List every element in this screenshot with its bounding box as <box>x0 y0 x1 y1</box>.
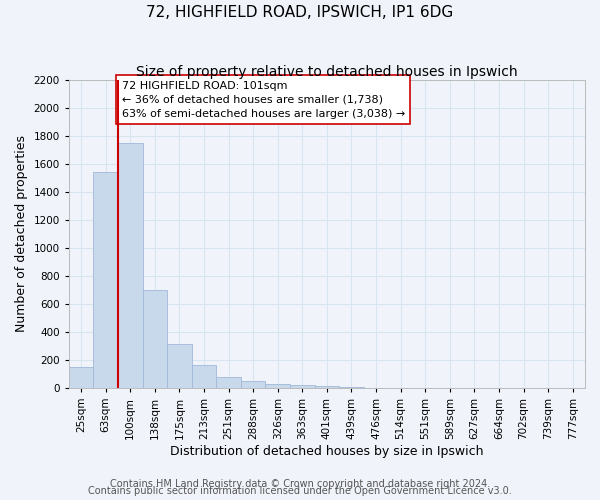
Bar <box>314 386 339 388</box>
Bar <box>241 382 265 388</box>
X-axis label: Distribution of detached houses by size in Ipswich: Distribution of detached houses by size … <box>170 444 484 458</box>
Y-axis label: Number of detached properties: Number of detached properties <box>15 136 28 332</box>
Bar <box>217 376 241 388</box>
Bar <box>69 367 94 388</box>
Text: 72, HIGHFIELD ROAD, IPSWICH, IP1 6DG: 72, HIGHFIELD ROAD, IPSWICH, IP1 6DG <box>146 5 454 20</box>
Bar <box>290 385 314 388</box>
Text: 72 HIGHFIELD ROAD: 101sqm
← 36% of detached houses are smaller (1,738)
63% of se: 72 HIGHFIELD ROAD: 101sqm ← 36% of detac… <box>122 81 405 119</box>
Bar <box>94 172 118 388</box>
Bar <box>143 290 167 388</box>
Bar <box>265 384 290 388</box>
Bar <box>192 366 217 388</box>
Bar <box>167 344 192 388</box>
Bar <box>339 387 364 388</box>
Bar <box>118 143 143 388</box>
Title: Size of property relative to detached houses in Ipswich: Size of property relative to detached ho… <box>136 65 518 79</box>
Text: Contains HM Land Registry data © Crown copyright and database right 2024.: Contains HM Land Registry data © Crown c… <box>110 479 490 489</box>
Text: Contains public sector information licensed under the Open Government Licence v3: Contains public sector information licen… <box>88 486 512 496</box>
